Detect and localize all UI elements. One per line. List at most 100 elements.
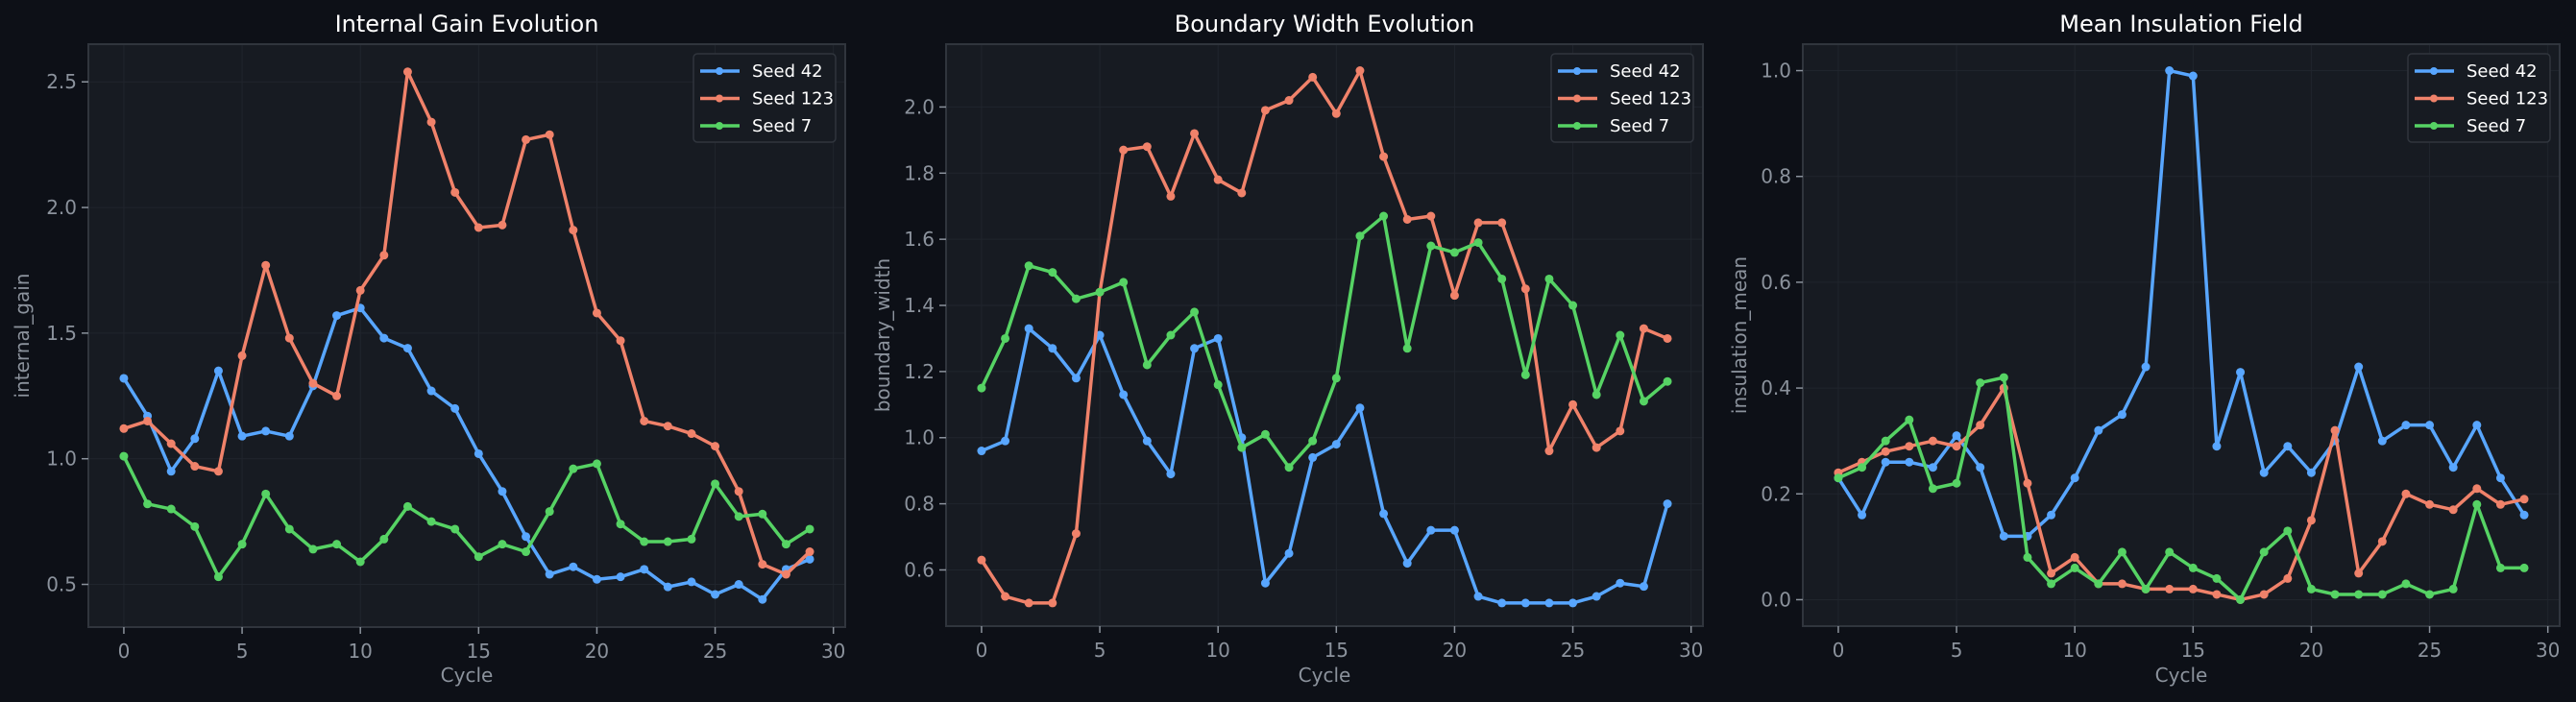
data-point — [1544, 598, 1554, 608]
data-point — [1284, 96, 1294, 106]
data-point — [1119, 145, 1129, 155]
data-point — [2141, 362, 2151, 372]
x-tick-label: 30 — [2536, 639, 2560, 662]
data-point — [1048, 268, 1057, 278]
data-point — [2047, 510, 2056, 520]
data-point — [1520, 370, 1530, 379]
data-point — [711, 442, 720, 451]
data-point — [355, 557, 365, 567]
data-point — [2236, 594, 2246, 604]
data-point — [2472, 421, 2482, 430]
data-point — [2519, 510, 2529, 520]
legend-item: Seed 42 — [1558, 61, 1681, 82]
y-tick-label: 1.0 — [1761, 60, 1791, 83]
chart-panel-2: 0 5 10 15 20 25 30 0.6 0.8 1.0 1.2 1.4 1.6 1.8 2.0 Boun… — [871, 11, 1704, 687]
series-seed-42 — [119, 303, 814, 604]
y-axis-ticks: 0.6 0.8 1.0 1.2 1.4 1.6 1.8 2.0 — [904, 95, 946, 581]
data-point — [119, 374, 129, 383]
x-tick-label: 10 — [2062, 639, 2086, 662]
data-point — [1976, 378, 1985, 388]
x-tick-label: 0 — [1833, 639, 1845, 662]
data-point — [2354, 569, 2364, 578]
x-axis-ticks: 0 5 10 15 20 25 30 — [976, 626, 1703, 662]
data-point — [1213, 380, 1223, 390]
data-point — [2117, 410, 2126, 420]
data-point — [2354, 362, 2364, 372]
data-point — [1119, 278, 1129, 287]
data-point — [2401, 489, 2411, 498]
data-point — [2236, 368, 2246, 377]
data-point — [569, 464, 578, 473]
y-axis-label: insulation_mean — [1728, 256, 1751, 414]
data-point — [1402, 344, 1412, 353]
data-point — [474, 223, 483, 232]
data-point — [237, 431, 247, 441]
data-point — [592, 574, 601, 584]
data-point — [1095, 287, 1105, 297]
data-point — [2377, 436, 2387, 446]
data-point — [805, 547, 814, 557]
y-tick-label: 2.0 — [904, 95, 935, 118]
data-point — [2448, 505, 2458, 515]
data-point — [261, 260, 271, 270]
legend-box — [1550, 53, 1694, 143]
x-tick-label: 25 — [1561, 639, 1585, 662]
data-point — [308, 378, 318, 388]
data-point — [213, 572, 223, 582]
data-point — [1568, 301, 1578, 310]
data-point — [616, 520, 625, 529]
data-point — [1592, 390, 1601, 399]
axes-frame — [87, 43, 846, 628]
data-point — [2495, 473, 2505, 483]
legend-label: Seed 42 — [1610, 61, 1681, 82]
grid — [1803, 44, 2560, 626]
data-point — [1095, 330, 1105, 340]
x-tick-label: 5 — [1951, 639, 1963, 662]
data-point — [2377, 590, 2387, 599]
data-point — [1663, 499, 1672, 509]
data-point — [1568, 598, 1578, 608]
x-tick-label: 10 — [1205, 639, 1229, 662]
legend-label: Seed 7 — [1610, 116, 1669, 136]
data-point — [143, 499, 153, 509]
data-point — [805, 554, 814, 564]
data-point — [2023, 478, 2032, 488]
data-point — [522, 532, 531, 542]
data-point — [119, 424, 129, 433]
data-point — [1071, 294, 1081, 303]
x-axis-label: Cycle — [441, 664, 494, 687]
data-point — [1426, 525, 1436, 535]
data-point — [2188, 584, 2198, 593]
data-point — [1663, 333, 1672, 343]
data-point — [1928, 463, 1937, 472]
data-point — [1001, 436, 1010, 446]
data-point — [569, 226, 578, 235]
data-point — [1308, 452, 1318, 462]
data-point — [2212, 590, 2222, 599]
y-axis-label: boundary_width — [871, 258, 894, 412]
legend-marker-icon — [1573, 94, 1581, 103]
data-point — [1952, 431, 1961, 441]
data-point — [1001, 333, 1010, 343]
data-point — [2094, 579, 2103, 589]
series-seed-7 — [977, 211, 1672, 472]
data-point — [1001, 592, 1010, 601]
data-point — [2354, 590, 2364, 599]
data-point — [1166, 191, 1176, 201]
data-point — [1520, 598, 1530, 608]
data-point — [2306, 516, 2316, 525]
data-point — [977, 555, 986, 565]
data-point — [1119, 390, 1129, 399]
data-point — [1355, 231, 1365, 241]
data-point — [2495, 499, 2505, 509]
x-tick-label: 0 — [976, 639, 988, 662]
data-point — [1544, 447, 1554, 456]
series-seed-7 — [1834, 373, 2529, 604]
legend-label: Seed 123 — [1610, 89, 1691, 109]
data-point — [213, 467, 223, 476]
data-point — [1190, 344, 1200, 353]
data-point — [2070, 473, 2079, 483]
data-point — [569, 562, 578, 571]
data-point — [1592, 592, 1601, 601]
y-axis-label: internal_gain — [11, 274, 34, 399]
